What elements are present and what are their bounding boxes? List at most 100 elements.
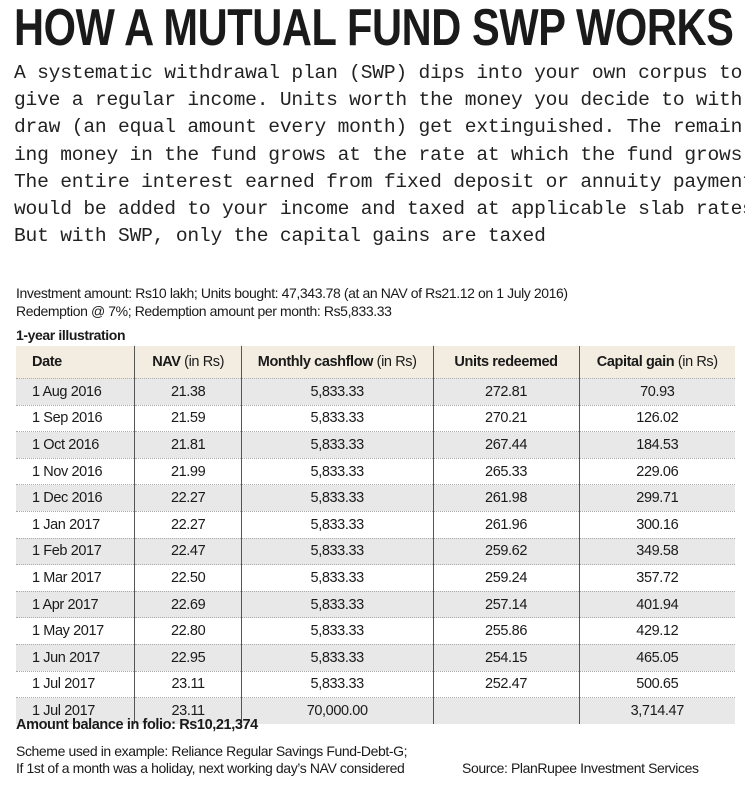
- intro-line: draw (an equal amount every month) get e…: [14, 116, 745, 139]
- column-header-label: NAV: [152, 354, 181, 370]
- table-cell: 1 Mar 2017: [16, 564, 135, 592]
- table-cell: 259.62: [432, 537, 580, 565]
- table-cell: 21.59: [134, 404, 242, 432]
- table-cell: 70,000.00: [240, 697, 434, 724]
- table-cell: 22.47: [134, 537, 242, 565]
- table-cell: 5,833.33: [240, 617, 434, 645]
- table-cell: 5,833.33: [240, 404, 434, 432]
- table-row: 1 Jun 2017 22.95 5,833.33 254.15 465.05: [16, 643, 735, 672]
- table-cell: 5,833.33: [240, 564, 434, 592]
- column-header: Capital gain (in Rs): [578, 346, 735, 379]
- column-header-label: Capital gain: [596, 354, 675, 370]
- table-row: 1 Mar 2017 22.50 5,833.33 259.24 357.72: [16, 564, 735, 592]
- illustration-label: 1-year illustration: [16, 327, 126, 343]
- table-cell: 300.16: [578, 510, 735, 539]
- table-cell: 261.96: [432, 510, 580, 539]
- folio-balance: Amount balance in folio: Rs10,21,374: [16, 717, 258, 733]
- column-header: Date: [16, 346, 135, 379]
- column-header-unit: (in Rs): [180, 354, 225, 370]
- table-cell: 21.81: [134, 431, 242, 459]
- table-cell: 5,833.33: [240, 457, 434, 485]
- table-cell: 267.44: [432, 431, 580, 459]
- table-cell: 126.02: [578, 404, 735, 432]
- table-cell: 5,833.33: [240, 431, 434, 459]
- intro-line: would be added to your income and taxed …: [14, 198, 745, 221]
- table-cell: 1 Feb 2017: [16, 537, 135, 565]
- table-cell: 22.95: [134, 643, 242, 672]
- table-row: 1 Oct 2016 21.81 5,833.33 267.44 184.53: [16, 431, 735, 459]
- table-cell: 270.21: [432, 404, 580, 432]
- table-cell: 1 Jul 2017: [16, 670, 135, 698]
- table-cell: 259.24: [432, 564, 580, 592]
- table-cell: 429.12: [578, 617, 735, 645]
- table-cell: 22.80: [134, 617, 242, 645]
- table-cell: 252.47: [432, 670, 580, 698]
- table-cell: 1 Sep 2016: [16, 404, 135, 432]
- table-cell: 254.15: [432, 643, 580, 672]
- swp-table: Date NAV (in Rs) Monthly cashflow (in Rs) U…: [16, 346, 735, 724]
- table-cell: 70.93: [578, 378, 735, 406]
- column-header: Monthly cashflow (in Rs): [240, 346, 434, 379]
- table-cell: 1 Jul 2017: [16, 697, 135, 724]
- table-cell: 23.11: [134, 670, 242, 698]
- table-cell: 349.58: [578, 537, 735, 565]
- table-row: 1 Jul 2017 23.11 70,000.00 3,714.47: [16, 697, 735, 724]
- table-cell: 1 Oct 2016: [16, 431, 135, 459]
- table-cell: 1 Jun 2017: [16, 643, 135, 672]
- column-header-label: Units redeemed: [454, 354, 558, 370]
- table-cell: 500.65: [578, 670, 735, 698]
- table-cell: 184.53: [578, 431, 735, 459]
- table-cell: 23.11: [134, 697, 242, 724]
- intro-line: The entire interest earned from fixed de…: [14, 170, 745, 193]
- table-cell: 5,833.33: [240, 537, 434, 565]
- table-cell: 5,833.33: [240, 670, 434, 698]
- column-header-unit: (in Rs): [373, 354, 417, 370]
- table-cell: 5,833.33: [240, 484, 434, 512]
- footnote-line: If 1st of a month was a holiday, next wo…: [16, 760, 405, 776]
- table-cell: 257.14: [432, 590, 580, 618]
- table-cell: 272.81: [432, 378, 580, 406]
- intro-line: A systematic withdrawal plan (SWP) dips …: [14, 62, 743, 84]
- table-cell: 5,833.33: [240, 378, 434, 406]
- table-row: 1 Jul 2017 23.11 5,833.33 252.47 500.65: [16, 670, 735, 698]
- table-cell: 229.06: [578, 457, 735, 485]
- table-row: 1 Nov 2016 21.99 5,833.33 265.33 229.06: [16, 457, 735, 485]
- table-cell: 22.27: [134, 510, 242, 539]
- intro-paragraph: A systematic withdrawal plan (SWP) dips …: [14, 60, 745, 250]
- column-header: NAV (in Rs): [134, 346, 242, 379]
- table-cell: [432, 697, 580, 724]
- table-cell: 5,833.33: [240, 510, 434, 539]
- table-cell: 21.38: [134, 378, 242, 406]
- table-cell: 1 Aug 2016: [16, 378, 135, 406]
- table-cell: 21.99: [134, 457, 242, 485]
- table-row: 1 Dec 2016 22.27 5,833.33 261.98 299.71: [16, 484, 735, 512]
- table-cell: 1 Dec 2016: [16, 484, 135, 512]
- table-cell: 401.94: [578, 590, 735, 618]
- table-row: 1 Feb 2017 22.47 5,833.33 259.62 349.58: [16, 537, 735, 565]
- table-cell: 261.98: [432, 484, 580, 512]
- table-cell: 22.50: [134, 564, 242, 592]
- investment-info: Investment amount: Rs10 lakh; Units boug…: [16, 285, 568, 301]
- table-cell: 22.27: [134, 484, 242, 512]
- column-header: Units redeemed: [432, 346, 580, 379]
- table-row: 1 Sep 2016 21.59 5,833.33 270.21 126.02: [16, 404, 735, 432]
- footnote: Scheme used in example: Reliance Regular…: [16, 743, 408, 777]
- table-cell: 5,833.33: [240, 590, 434, 618]
- intro-line: give a regular income. Units worth the m…: [14, 89, 745, 112]
- table-cell: 22.69: [134, 590, 242, 618]
- table-row: 1 Aug 2016 21.38 5,833.33 272.81 70.93: [16, 378, 735, 406]
- table-cell: 5,833.33: [240, 643, 434, 672]
- table-row: 1 Apr 2017 22.69 5,833.33 257.14 401.94: [16, 590, 735, 618]
- table-cell: 265.33: [432, 457, 580, 485]
- table-cell: 357.72: [578, 564, 735, 592]
- source-credit: Source: PlanRupee Investment Services: [462, 760, 699, 776]
- table-cell: 465.05: [578, 643, 735, 672]
- table-header-row: Date NAV (in Rs) Monthly cashflow (in Rs) U…: [16, 346, 735, 379]
- table-cell: 1 Nov 2016: [16, 457, 135, 485]
- table-cell: 3,714.47: [578, 697, 735, 724]
- table-row: 1 Jan 2017 22.27 5,833.33 261.96 300.16: [16, 510, 735, 539]
- table-cell: 255.86: [432, 617, 580, 645]
- page-title: HOW A MUTUAL FUND SWP WORKS: [14, 0, 734, 57]
- footnote-line: Scheme used in example: Reliance Regular…: [16, 743, 408, 759]
- intro-line: But with SWP, only the capital gains are…: [14, 225, 546, 248]
